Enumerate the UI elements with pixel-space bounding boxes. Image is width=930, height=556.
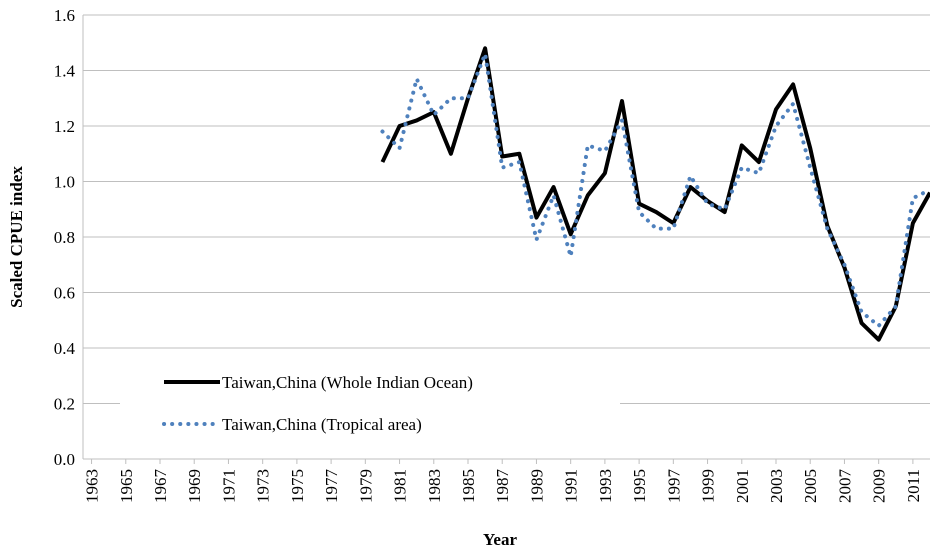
x-tick-label: 1967 <box>151 469 170 504</box>
y-tick-label: 0.2 <box>54 395 75 414</box>
legend-label: Taiwan,China (Tropical area) <box>222 415 422 434</box>
x-tick-label: 2011 <box>904 469 923 502</box>
x-tick-label: 1987 <box>493 469 512 504</box>
x-tick-label: 1997 <box>664 469 683 504</box>
y-tick-label: 1.0 <box>54 173 75 192</box>
x-tick-label: 1969 <box>185 469 204 503</box>
series-line <box>380 46 930 342</box>
x-tick-label: 1975 <box>288 469 307 503</box>
x-tick-label: 2007 <box>835 469 854 504</box>
x-axis-label: Year <box>483 530 517 549</box>
x-tick-label: 1981 <box>391 469 410 503</box>
x-tick-label: 2005 <box>801 469 820 503</box>
x-tick-label: 1973 <box>254 469 273 503</box>
y-tick-label: 1.4 <box>54 62 76 81</box>
x-tick-label: 1983 <box>425 469 444 503</box>
legend-box <box>120 360 620 442</box>
x-tick-label: 1971 <box>219 469 238 503</box>
y-tick-label: 1.2 <box>54 117 75 136</box>
x-tick-label: 1985 <box>459 469 478 503</box>
x-tick-label: 1993 <box>596 469 615 503</box>
x-tick-label: 1965 <box>117 469 136 503</box>
legend-label: Taiwan,China (Whole Indian Ocean) <box>222 373 473 392</box>
x-tick-label: 1963 <box>83 469 102 503</box>
x-tick-label: 1977 <box>322 469 341 504</box>
x-tick-label: 2001 <box>733 469 752 503</box>
x-tick-label: 1991 <box>562 469 581 503</box>
y-tick-label: 0.0 <box>54 450 75 469</box>
legend: Taiwan,China (Whole Indian Ocean) Taiwan,… <box>120 360 620 442</box>
x-tick-label: 2003 <box>767 469 786 503</box>
x-tick-label: 1989 <box>527 469 546 503</box>
x-tick-label: 1999 <box>699 469 718 503</box>
y-tick-label: 1.6 <box>54 6 75 25</box>
x-tick-label: 2009 <box>870 469 889 503</box>
x-tick-label: 1995 <box>630 469 649 503</box>
x-tick-label: 1979 <box>356 469 375 503</box>
y-axis-label: Scaled CPUE index <box>7 166 26 308</box>
y-tick-label: 0.4 <box>54 339 76 358</box>
y-tick-label: 0.6 <box>54 284 75 303</box>
y-tick-label: 0.8 <box>54 228 75 247</box>
